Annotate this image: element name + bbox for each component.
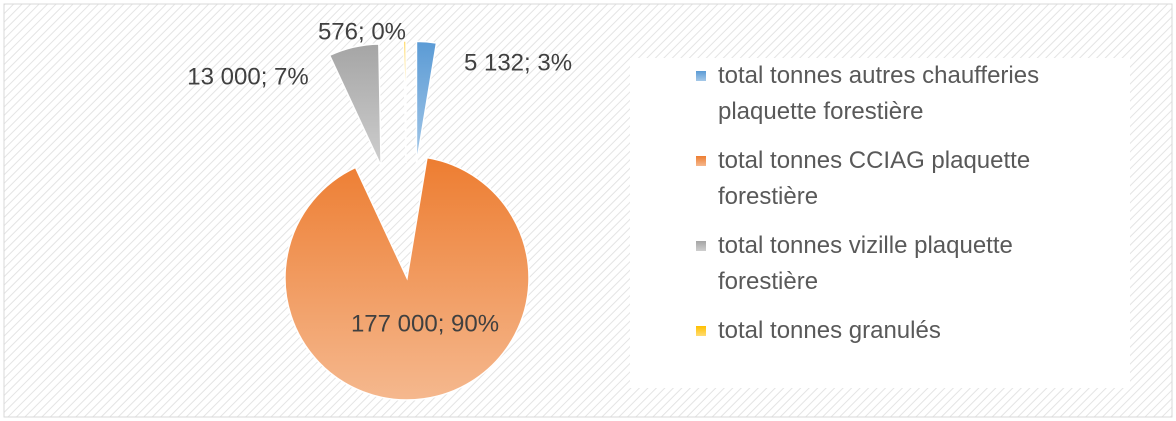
- legend: total tonnes autres chaufferies plaquett…: [630, 58, 1130, 388]
- legend-label: total tonnes autres chaufferies plaquett…: [718, 62, 1040, 125]
- legend-swatch: [696, 326, 706, 336]
- pie-slice: [402, 40, 407, 164]
- legend-swatch: [696, 71, 706, 81]
- legend-swatch: [696, 241, 706, 251]
- data-label: 576; 0%: [318, 18, 406, 45]
- pie-slice: [415, 40, 438, 164]
- pie-slice: [284, 156, 530, 401]
- legend-item: total tonnes autres chaufferies plaquett…: [630, 58, 1048, 130]
- legend-label: total tonnes granulés: [718, 317, 941, 344]
- legend-item: total tonnes granulés: [630, 313, 1048, 349]
- data-label: 177 000; 90%: [351, 310, 499, 337]
- legend-label: total tonnes CCIAG plaquette forestière: [718, 147, 1031, 210]
- legend-item: total tonnes CCIAG plaquette forestière: [630, 143, 1048, 215]
- data-label: 5 132; 3%: [464, 49, 572, 76]
- legend-item: total tonnes vizille plaquette forestièr…: [630, 228, 1048, 300]
- data-label: 13 000; 7%: [187, 63, 308, 90]
- pie-slice: [328, 43, 382, 167]
- legend-swatch: [696, 156, 706, 166]
- legend-label: total tonnes vizille plaquette forestièr…: [718, 232, 1013, 295]
